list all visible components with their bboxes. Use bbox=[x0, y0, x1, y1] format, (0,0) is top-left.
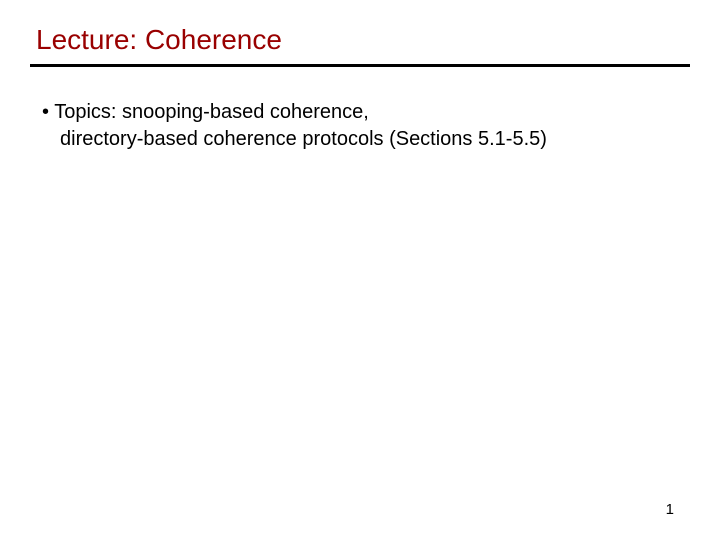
page-number: 1 bbox=[666, 501, 674, 518]
slide-container: Lecture: Coherence • Topics: snooping-ba… bbox=[0, 0, 720, 540]
slide-body: • Topics: snooping-based coherence, dire… bbox=[42, 99, 690, 153]
title-divider bbox=[30, 64, 690, 67]
bullet-line-1: • Topics: snooping-based coherence, bbox=[42, 99, 690, 126]
slide-title: Lecture: Coherence bbox=[36, 24, 690, 56]
bullet-line-2: directory-based coherence protocols (Sec… bbox=[60, 126, 690, 153]
